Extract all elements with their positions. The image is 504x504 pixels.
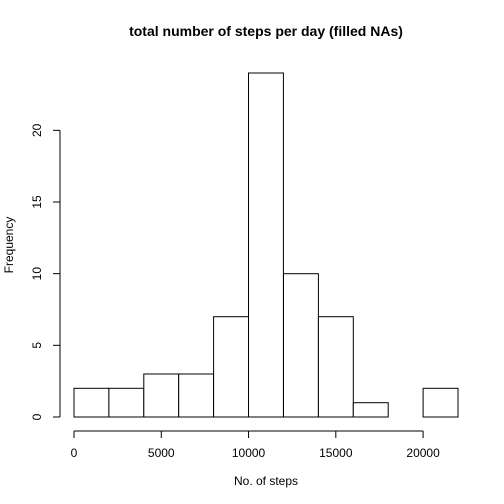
bar-3 (178, 373, 215, 418)
x-axis-label: No. of steps (234, 474, 298, 488)
bar-6 (283, 273, 319, 418)
y-tick-label-1: 5 (30, 342, 44, 349)
bar-7 (317, 316, 354, 418)
y-tick-label-0: 0 (30, 413, 44, 420)
y-tick-label-2: 10 (30, 267, 44, 281)
bar-0 (73, 387, 110, 418)
y-axis: 0 5 10 15 20 (30, 123, 61, 420)
bar-5 (248, 72, 284, 418)
chart-title: total number of steps per day (filled NA… (129, 23, 403, 39)
y-tick-label-3: 15 (30, 195, 44, 209)
bars-group (73, 72, 459, 418)
x-tick-label-1: 5000 (148, 446, 175, 460)
x-tick-label-0: 0 (71, 446, 78, 460)
bar-2 (143, 373, 180, 418)
bar-1 (108, 387, 145, 418)
x-tick-label-3: 15000 (319, 446, 353, 460)
y-tick-label-4: 20 (30, 123, 44, 137)
x-tick-label-2: 10000 (232, 446, 266, 460)
x-axis: 0 5000 10000 15000 20000 (71, 430, 440, 460)
bar-10 (422, 387, 459, 418)
x-tick-label-4: 20000 (406, 446, 440, 460)
bar-4 (213, 316, 250, 418)
bar-8 (352, 402, 389, 418)
y-axis-label: Frequency (2, 217, 16, 274)
